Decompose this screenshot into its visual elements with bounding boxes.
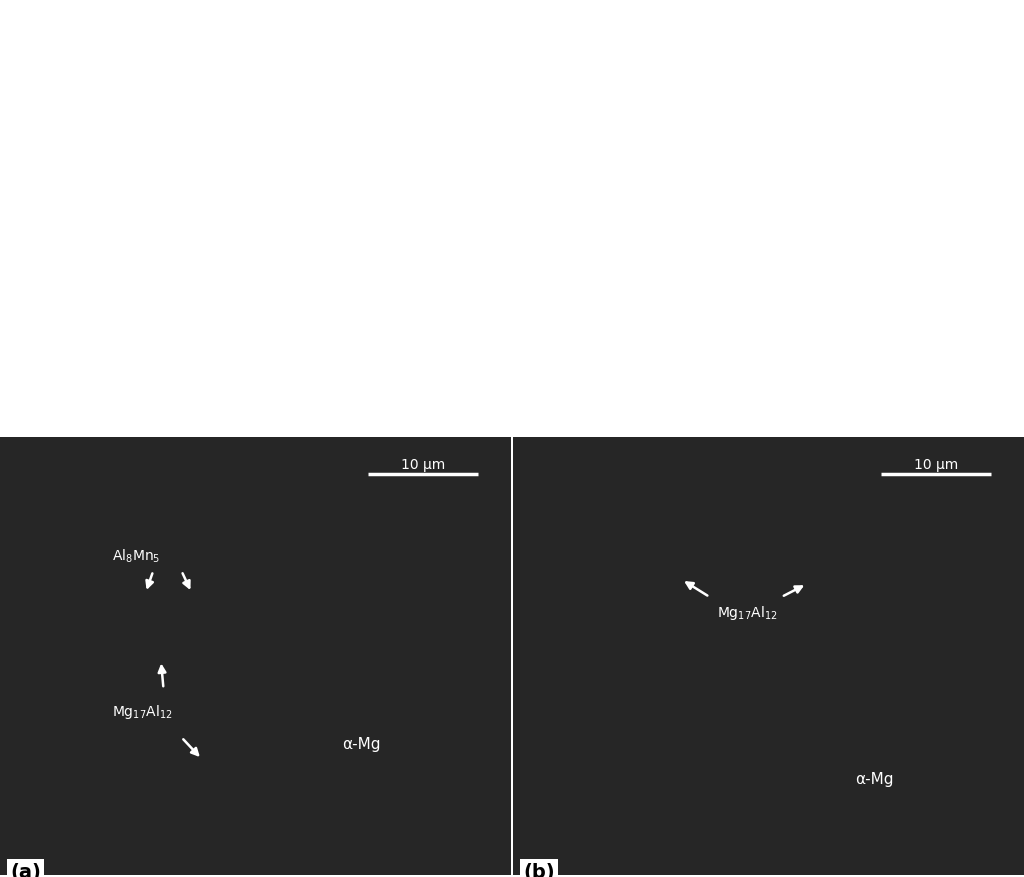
Text: (b): (b) bbox=[523, 862, 555, 877]
Text: Mg$_{17}$Al$_{12}$: Mg$_{17}$Al$_{12}$ bbox=[718, 603, 778, 622]
Text: α-Mg: α-Mg bbox=[342, 737, 381, 752]
Text: (a): (a) bbox=[10, 862, 41, 877]
Text: Al$_8$Mn$_5$: Al$_8$Mn$_5$ bbox=[113, 547, 161, 565]
Text: 10 μm: 10 μm bbox=[400, 457, 445, 471]
Text: 10 μm: 10 μm bbox=[913, 457, 958, 471]
Text: α-Mg: α-Mg bbox=[855, 772, 894, 787]
Text: Mg$_{17}$Al$_{12}$: Mg$_{17}$Al$_{12}$ bbox=[113, 702, 173, 720]
